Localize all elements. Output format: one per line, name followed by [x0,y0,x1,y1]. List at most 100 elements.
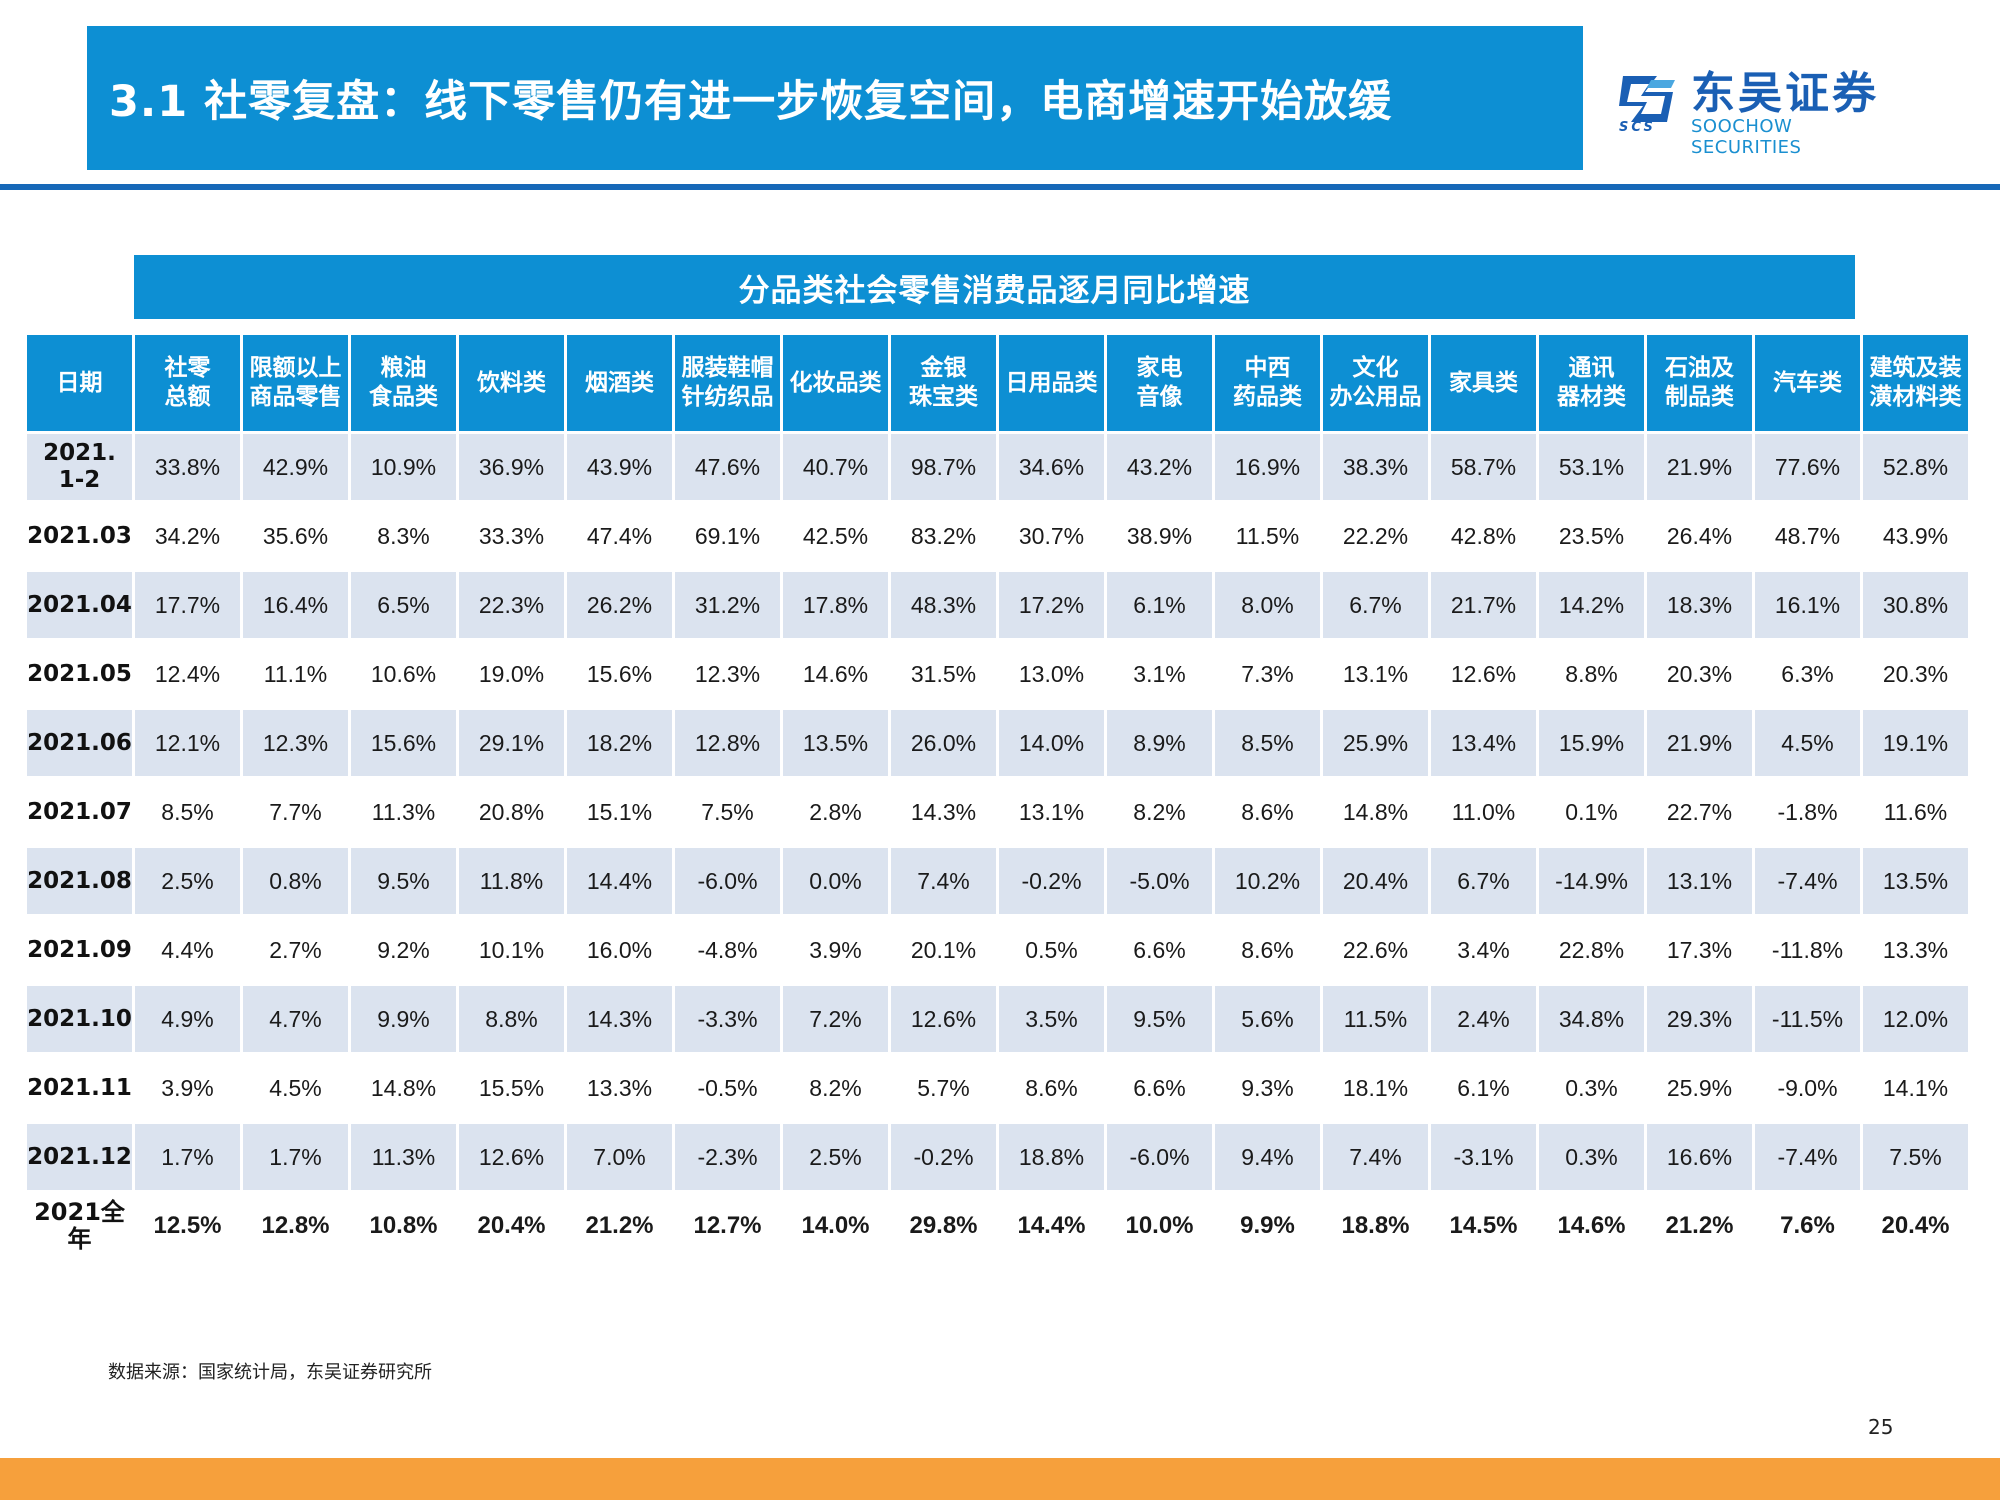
table-cell: -14.9% [1539,848,1644,914]
table-cell: -11.8% [1755,917,1860,983]
table-cell: 21.2% [1647,1193,1752,1259]
header-label: 服装鞋帽 [681,355,774,381]
header-label: 潢材料类 [1869,384,1962,410]
header-label: 药品类 [1233,384,1302,410]
logo-abbreviation: SCS [1619,120,1656,135]
row-date: 2021.08 [27,848,132,914]
table-cell: 21.9% [1647,434,1752,500]
table-cell: 10.0% [1107,1193,1212,1259]
row-date: 2021. 1-2 [27,434,132,500]
table-cell: 17.3% [1647,917,1752,983]
table-cell: 4.4% [135,917,240,983]
logo-english-name: SOOCHOW SECURITIES [1691,116,1802,158]
header-label: 化妆品类 [789,369,882,396]
row-date: 2021.06 [27,710,132,776]
table-cell: -5.0% [1107,848,1212,914]
table-cell: 9.2% [351,917,456,983]
table-cell: 98.7% [891,434,996,500]
date-label: 2021.09 [27,936,132,963]
table-cell: 1.7% [135,1124,240,1190]
table-title: 分品类社会零售消费品逐月同比增速 [134,255,1855,319]
table-cell: 9.5% [351,848,456,914]
table-cell: 22.6% [1323,917,1428,983]
table-cell: 10.2% [1215,848,1320,914]
column-header: 社零 总额 [135,335,240,431]
header-label: 建筑及装 [1869,355,1962,381]
header-label: 家具类 [1449,369,1518,396]
table-cell: 17.7% [135,572,240,638]
table-cell: 15.6% [351,710,456,776]
table-cell: 0.5% [999,917,1104,983]
table-cell: 18.8% [1323,1193,1428,1259]
table-row: 2021.03 34.2% 35.6% 8.3% 33.3% 47.4% 69.1% 42.5… [27,503,1968,569]
logo-chinese-name: 东吴证券 [1691,68,1879,119]
date-label: 2021.08 [27,867,132,894]
header-label: 汽车类 [1773,369,1842,396]
table-cell: 42.9% [243,434,348,500]
table-cell: 21.7% [1431,572,1536,638]
column-header: 通讯 器材类 [1539,335,1644,431]
table-cell: 14.5% [1431,1193,1536,1259]
table-cell: 34.6% [999,434,1104,500]
column-header: 日用品类 [999,335,1104,431]
table-cell: 14.0% [783,1193,888,1259]
table-cell: 8.6% [999,1055,1104,1121]
table-row: 2021.07 8.5% 7.7% 11.3% 20.8% 15.1% 7.5% 2.8% 14… [27,779,1968,845]
column-header: 中西 药品类 [1215,335,1320,431]
date-label: 2021.05 [27,660,132,687]
column-header: 建筑及装 潢材料类 [1863,335,1968,431]
table-cell: -0.2% [999,848,1104,914]
date-label: 2021. [43,440,116,466]
table-header-row: 日期 社零 总额 限额以上 商品零售 粮油 食品类 饮料类 烟酒类 服装鞋帽 针纺织品 化妆品类 金银珠… [27,335,1968,431]
table-cell: 20.4% [459,1193,564,1259]
table-cell: -6.0% [675,848,780,914]
table-cell: 5.7% [891,1055,996,1121]
table-cell: 3.5% [999,986,1104,1052]
header-label: 通讯 [1568,355,1615,381]
table-cell: 11.5% [1323,986,1428,1052]
table-cell: 53.1% [1539,434,1644,500]
table-cell: 19.0% [459,641,564,707]
table-cell: 29.1% [459,710,564,776]
table-cell: 4.7% [243,986,348,1052]
table-cell: 42.5% [783,503,888,569]
table-row: 2021.05 12.4% 11.1% 10.6% 19.0% 15.6% 12.3% 14.… [27,641,1968,707]
table-cell: 15.6% [567,641,672,707]
table-cell: 7.4% [1323,1124,1428,1190]
table-cell: -6.0% [1107,1124,1212,1190]
table-cell: 14.6% [783,641,888,707]
header-label: 石油及 [1665,355,1734,381]
row-date: 2021全年 [27,1193,132,1259]
date-label: 2021.11 [27,1074,132,1101]
table-cell: -2.3% [675,1124,780,1190]
table-row: 2021.12 1.7% 1.7% 11.3% 12.6% 7.0% -2.3% 2.5% -0… [27,1124,1968,1190]
table-cell: 10.8% [351,1193,456,1259]
header-label: 中西 [1244,355,1291,381]
table-cell: 8.6% [1215,779,1320,845]
table-cell: 77.6% [1755,434,1860,500]
table-cell: 13.0% [999,641,1104,707]
table-cell: 13.3% [567,1055,672,1121]
table-row: 2021. 1-2 33.8% 42.9% 10.9% 36.9% 43.9% 47.6% 40… [27,434,1968,500]
table-row: 2021.08 2.5% 0.8% 9.5% 11.8% 14.4% -6.0% 0.0% 7.… [27,848,1968,914]
table-cell: 12.6% [1431,641,1536,707]
header-label: 制品类 [1665,384,1734,410]
column-header: 家具类 [1431,335,1536,431]
table-cell: 7.2% [783,986,888,1052]
table-cell: 2.8% [783,779,888,845]
table-cell: 12.6% [459,1124,564,1190]
table-cell: 42.8% [1431,503,1536,569]
header-label: 商品零售 [249,384,342,410]
table-cell: 8.9% [1107,710,1212,776]
table-cell: 14.2% [1539,572,1644,638]
table-cell: 6.7% [1323,572,1428,638]
table-cell: 69.1% [675,503,780,569]
row-date: 2021.11 [27,1055,132,1121]
table-cell: 12.4% [135,641,240,707]
table-cell: 83.2% [891,503,996,569]
table-cell: 25.9% [1323,710,1428,776]
table-cell: 48.3% [891,572,996,638]
column-header: 化妆品类 [783,335,888,431]
table-cell: 18.3% [1647,572,1752,638]
table-cell: 29.8% [891,1193,996,1259]
